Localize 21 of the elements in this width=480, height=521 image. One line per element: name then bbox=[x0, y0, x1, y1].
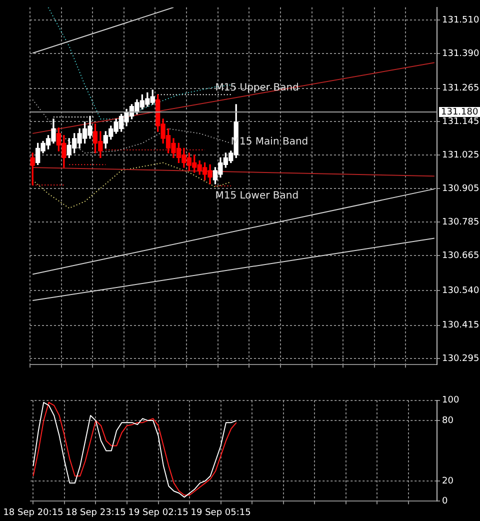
y-tick-label: 131.510 bbox=[442, 15, 480, 26]
y-tick-label: 130.415 bbox=[442, 320, 480, 331]
y-tick-label: 131.390 bbox=[442, 48, 480, 59]
y-tick-label: 130.905 bbox=[442, 184, 480, 194]
x-tick-label: 19 Sep 05:15 bbox=[190, 508, 251, 518]
y-tick-label: 130.785 bbox=[442, 217, 480, 228]
y-tick-label: 130.295 bbox=[442, 354, 480, 364]
annotation: M15 Lower Band bbox=[215, 190, 299, 202]
x-tick-label: 18 Sep 23:15 bbox=[66, 508, 126, 518]
y-tick-label: 131.145 bbox=[442, 117, 480, 128]
y-tick-label: 80 bbox=[442, 416, 454, 426]
y-tick-label: 0 bbox=[442, 496, 448, 507]
y-tick-label: 130.540 bbox=[442, 286, 480, 296]
y-tick-label: 130.665 bbox=[442, 250, 480, 261]
x-tick-label: 18 Sep 20:15 bbox=[3, 508, 64, 518]
x-tick-label: 19 Sep 02:15 bbox=[128, 508, 188, 518]
y-tick-label: 131.025 bbox=[442, 150, 480, 161]
ref-line-label: 131.180 bbox=[441, 107, 478, 118]
y-tick-label: 20 bbox=[442, 476, 454, 486]
y-tick-label: 131.265 bbox=[442, 84, 480, 94]
y-tick-label: 100 bbox=[442, 396, 460, 406]
